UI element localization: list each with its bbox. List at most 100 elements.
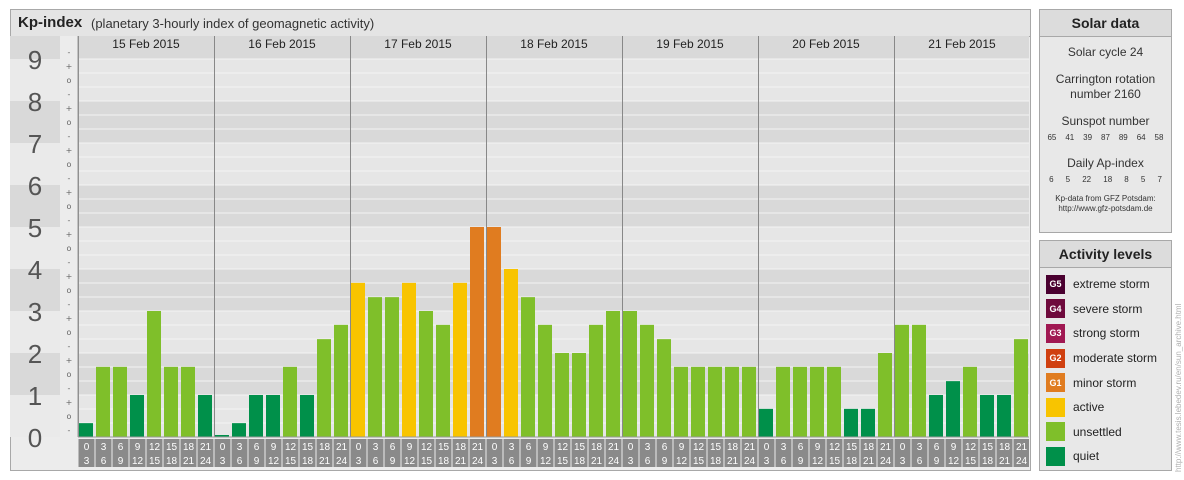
interval-start-label: 6 xyxy=(254,442,260,453)
interval-end-label: 12 xyxy=(404,456,416,467)
interval-cell xyxy=(214,439,231,467)
interval-cell xyxy=(945,439,962,467)
interval-cell xyxy=(911,439,928,467)
interval-cell xyxy=(146,439,163,467)
interval-cell xyxy=(996,439,1013,467)
day-label: 15 Feb 2015 xyxy=(112,37,180,51)
interval-cell xyxy=(877,439,894,467)
interval-end-label: 24 xyxy=(200,456,212,467)
y-tick-label: 3 xyxy=(28,297,42,327)
kp-chart: 0123456789+o-+o-+o-+o-+o-+o-+o-+o-+o--15… xyxy=(10,36,1029,467)
kp-bar xyxy=(453,282,467,437)
interval-end-label: 21 xyxy=(319,456,331,467)
ap-value-3: 22 xyxy=(1082,175,1092,184)
kp-bar xyxy=(79,423,93,437)
kp-bar xyxy=(861,408,875,437)
interval-end-label: 3 xyxy=(764,456,770,467)
kp-bar xyxy=(878,353,892,437)
legend-swatch xyxy=(1046,446,1065,466)
kp-bar xyxy=(198,395,212,437)
kp-bar xyxy=(130,395,144,437)
interval-start-label: 3 xyxy=(101,442,107,453)
kp-bar xyxy=(946,381,960,437)
legend-swatch: G4 xyxy=(1046,299,1065,319)
interval-cell xyxy=(928,439,945,467)
sunspot-value-5: 89 xyxy=(1118,133,1128,142)
interval-start-label: 6 xyxy=(390,442,396,453)
interval-start-label: 12 xyxy=(829,442,841,453)
day-label: 16 Feb 2015 xyxy=(248,37,316,51)
interval-start-label: 21 xyxy=(608,442,620,453)
interval-start-label: 0 xyxy=(628,442,634,453)
credit-line-1: Kp-data from GFZ Potsdam: xyxy=(1055,194,1156,203)
kp-bar xyxy=(555,353,569,437)
legend-swatch: G1 xyxy=(1046,373,1065,393)
kp-bar xyxy=(504,269,518,437)
sunspot-value-4: 87 xyxy=(1101,133,1110,142)
sunspot-value-6: 64 xyxy=(1136,133,1146,142)
interval-start-label: 6 xyxy=(118,442,124,453)
interval-cell xyxy=(367,439,384,467)
interval-start-label: 12 xyxy=(693,442,705,453)
interval-start-label: 21 xyxy=(744,442,756,453)
y-tick-label: 9 xyxy=(28,45,42,75)
interval-end-label: 6 xyxy=(645,456,651,467)
interval-start-label: 18 xyxy=(183,442,195,453)
interval-end-label: 12 xyxy=(948,456,960,467)
kp-bar xyxy=(623,311,637,437)
interval-cell xyxy=(418,439,435,467)
kp-bar xyxy=(895,324,909,437)
interval-start-label: 18 xyxy=(319,442,331,453)
day-label: 18 Feb 2015 xyxy=(520,37,588,51)
activity-levels-panel: Activity levels G5 extreme storm G4 severe … xyxy=(1039,240,1172,471)
interval-start-label: 6 xyxy=(798,442,804,453)
interval-cell xyxy=(112,439,129,467)
interval-cell xyxy=(554,439,571,467)
interval-start-label: 15 xyxy=(302,442,314,453)
interval-end-label: 9 xyxy=(254,456,260,467)
interval-end-label: 6 xyxy=(781,456,787,467)
legend-label: active xyxy=(1073,400,1105,415)
kp-bar xyxy=(776,366,790,437)
interval-start-label: 18 xyxy=(591,442,603,453)
kp-bar xyxy=(385,297,399,437)
interval-start-label: 9 xyxy=(135,442,141,453)
interval-cell xyxy=(656,439,673,467)
interval-start-label: 18 xyxy=(999,442,1011,453)
interval-cell xyxy=(282,439,299,467)
sunspot-values: 65 41 39 87 89 64 58 xyxy=(1040,133,1171,142)
interval-start-label: 12 xyxy=(421,442,433,453)
interval-end-label: 24 xyxy=(336,456,348,467)
interval-cell xyxy=(707,439,724,467)
kp-bar xyxy=(1014,339,1028,437)
y-subtick-label: - xyxy=(68,384,71,393)
interval-end-label: 3 xyxy=(492,456,498,467)
interval-cell xyxy=(622,439,639,467)
kp-bar xyxy=(691,366,705,437)
legend-label: moderate storm xyxy=(1073,351,1158,366)
kp-bar xyxy=(589,324,603,437)
interval-cell xyxy=(469,439,486,467)
interval-cell xyxy=(792,439,809,467)
y-subtick-label: + xyxy=(66,62,73,71)
chart-title-bar: Kp-index (planetary 3-hourly index of ge… xyxy=(11,10,1030,37)
interval-end-label: 12 xyxy=(540,456,552,467)
interval-end-label: 18 xyxy=(710,456,722,467)
kp-bar xyxy=(793,366,807,437)
legend-item-moderate-storm: G2 moderate storm xyxy=(1040,346,1171,371)
interval-start-label: 9 xyxy=(815,442,821,453)
kp-bar xyxy=(912,324,926,437)
interval-end-label: 18 xyxy=(166,456,178,467)
kp-bar xyxy=(759,408,773,437)
interval-start-label: 0 xyxy=(84,442,90,453)
interval-end-label: 24 xyxy=(880,456,892,467)
kp-bar xyxy=(317,339,331,437)
interval-end-label: 18 xyxy=(982,456,994,467)
interval-start-label: 15 xyxy=(438,442,450,453)
interval-cell xyxy=(197,439,214,467)
kp-bar xyxy=(827,366,841,437)
interval-start-label: 18 xyxy=(863,442,875,453)
legend-label: quiet xyxy=(1073,449,1100,464)
interval-start-label: 12 xyxy=(557,442,569,453)
sunspot-value-1: 65 xyxy=(1047,133,1057,142)
